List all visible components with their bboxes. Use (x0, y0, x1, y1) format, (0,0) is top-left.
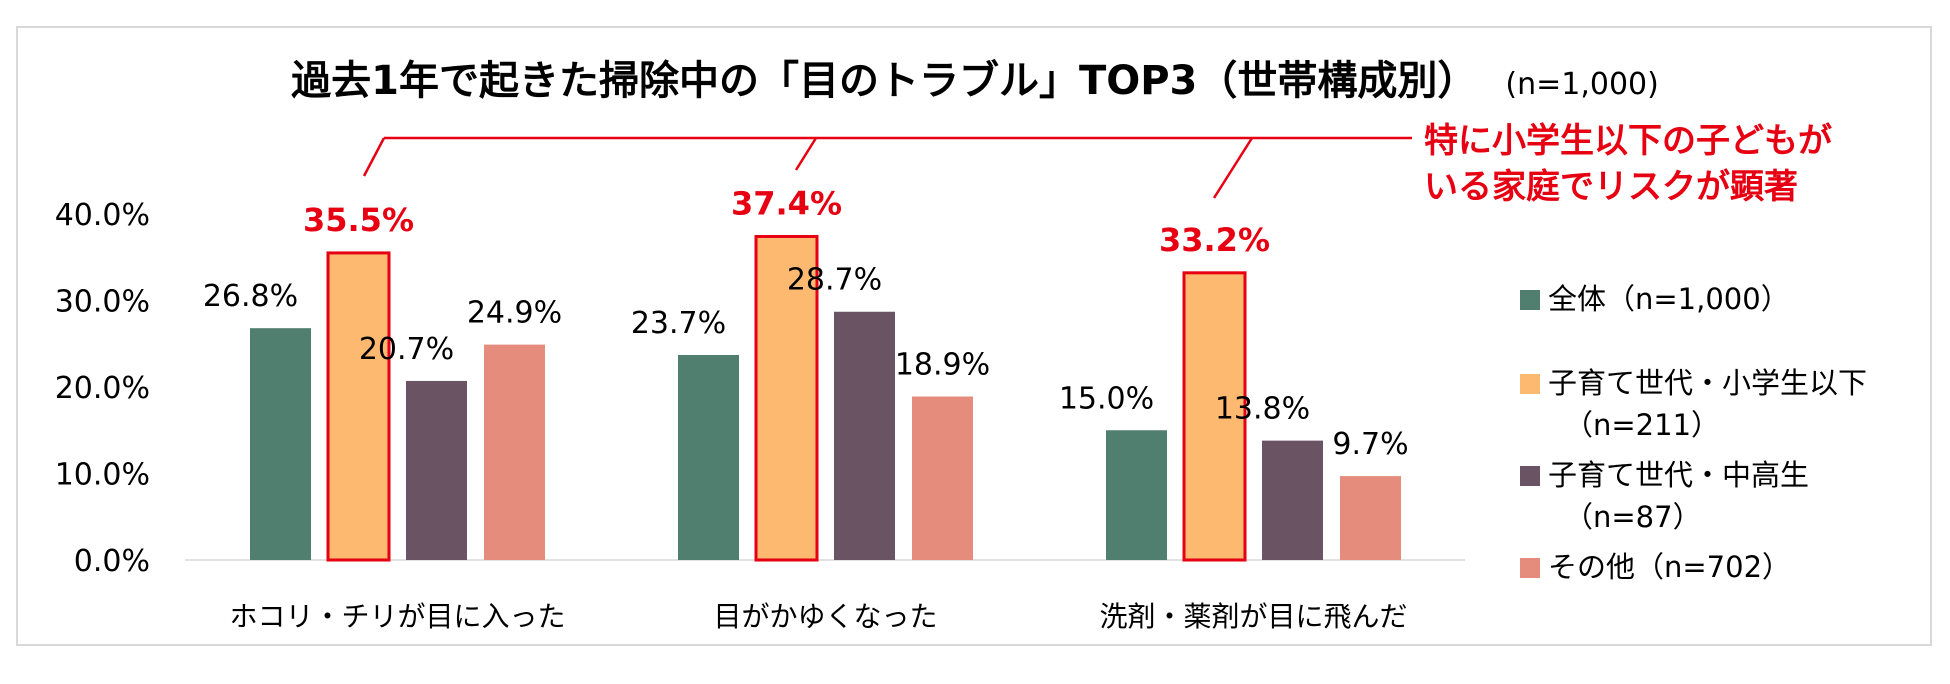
bar-value-label: 35.5% (303, 201, 414, 239)
legend-swatch-other (1520, 558, 1540, 578)
legend-swatch-secondary (1520, 466, 1540, 486)
bar-value-label: 37.4% (731, 184, 842, 222)
bar-value-label: 28.7% (787, 263, 882, 298)
bar (1262, 440, 1323, 560)
bar-value-label: 33.2% (1159, 221, 1270, 259)
bar (484, 344, 545, 560)
bar (406, 380, 467, 560)
legend-sublabel-secondary: （n=87） (1564, 500, 1702, 534)
callout-pointer-line (362, 137, 386, 177)
legend-sublabel-elementary: （n=211） (1564, 408, 1721, 442)
chart-title-row: 過去1年で起きた掃除中の「目のトラブル」TOP3（世帯構成別） (n=1,000) (0, 48, 1950, 106)
chart-title-sample-size: (n=1,000) (1505, 67, 1659, 102)
legend-item-secondary: 子育て世代・中高生 （n=87） (1520, 454, 1809, 538)
bar (834, 311, 895, 560)
y-tick-label: 20.0% (55, 371, 150, 406)
callout-pointer-line (794, 137, 818, 171)
category-label: ホコリ・チリが目に入った (229, 600, 565, 633)
legend-label-elementary: 子育て世代・小学生以下 (1548, 366, 1868, 400)
y-tick-label: 30.0% (55, 285, 150, 320)
callout-annotation: 特に小学生以下の子どもが いる家庭でリスクが顕著 (1424, 118, 1832, 210)
legend-label-secondary: 子育て世代・中高生 (1548, 458, 1810, 492)
legend-item-elementary: 子育て世代・小学生以下 （n=211） (1520, 362, 1867, 446)
legend-label-all: 全体（n=1,000） (1548, 282, 1790, 316)
chart-title: 過去1年で起きた掃除中の「目のトラブル」TOP3（世帯構成別） (291, 58, 1478, 104)
legend-label-other: その他（n=702） (1548, 550, 1792, 584)
bar-value-label: 24.9% (467, 296, 562, 331)
legend-swatch-all (1520, 290, 1540, 310)
bar-value-label: 18.9% (895, 348, 990, 383)
bar-value-label: 26.8% (203, 279, 298, 314)
y-tick-label: 10.0% (55, 458, 150, 493)
bar (754, 234, 819, 562)
legend-item-other: その他（n=702） (1520, 546, 1791, 588)
y-tick-label: 0.0% (74, 544, 150, 579)
legend-swatch-elementary (1520, 374, 1540, 394)
callout-line-1: 特に小学生以下の子どもが (1424, 121, 1832, 161)
bar (326, 251, 391, 562)
legend-item-all: 全体（n=1,000） (1520, 278, 1790, 320)
bar-value-label: 13.8% (1215, 392, 1310, 427)
callout-pointer-line (1212, 137, 1254, 199)
bar-value-label: 15.0% (1059, 381, 1154, 416)
bar (1106, 430, 1167, 560)
bar (1340, 476, 1401, 560)
bar (912, 396, 973, 560)
bar (678, 354, 739, 560)
y-tick-label: 40.0% (55, 198, 150, 233)
category-label: 目がかゆくなった (713, 600, 937, 633)
bar-value-label: 23.7% (631, 306, 726, 341)
bar (250, 328, 311, 560)
bar-value-label: 9.7% (1332, 427, 1408, 462)
bar (1182, 271, 1247, 562)
bar-value-label: 20.7% (359, 332, 454, 367)
category-label: 洗剤・薬剤が目に飛んだ (1099, 600, 1407, 633)
callout-line-2: いる家庭でリスクが顕著 (1424, 167, 1798, 207)
